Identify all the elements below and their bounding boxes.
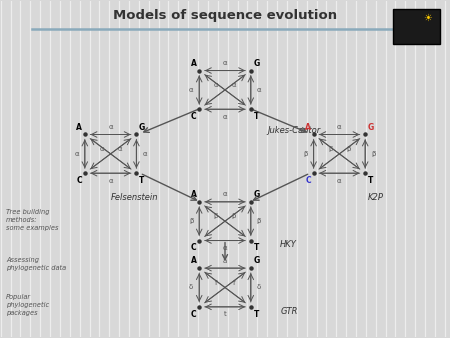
Text: α: α [232,82,236,88]
Text: β: β [346,146,351,152]
Text: A: A [191,59,197,68]
Text: f: f [215,280,217,286]
Text: α: α [142,151,147,157]
Text: T: T [253,310,259,318]
Text: T: T [139,176,144,185]
Text: β: β [189,218,194,224]
Text: α: α [214,82,218,88]
Text: C: C [191,112,197,121]
Text: T: T [253,243,259,252]
Text: Assessing
phylogenetic data: Assessing phylogenetic data [6,257,66,271]
Text: β: β [303,151,308,157]
Text: δ: δ [256,285,261,290]
Text: α: α [108,124,113,130]
Text: Felsenstein: Felsenstein [111,193,158,202]
Text: GTR: GTR [280,307,298,316]
Text: HKY: HKY [280,240,297,249]
FancyBboxPatch shape [393,9,441,45]
Text: C: C [191,243,197,252]
Text: A: A [191,257,197,265]
Text: G: G [253,257,260,265]
Text: β: β [256,218,261,224]
Text: α: α [256,87,261,93]
Text: α: α [223,60,227,66]
Text: Popular
phylogenetic
packages: Popular phylogenetic packages [6,293,49,316]
Text: α: α [117,146,122,152]
Text: Tree building
methods:
some examples: Tree building methods: some examples [6,210,58,232]
Text: C: C [76,176,82,185]
Text: α: α [108,177,113,184]
Text: α: α [337,124,342,130]
Text: α: α [74,151,79,157]
Text: Jukes-Cantor: Jukes-Cantor [268,126,321,135]
Text: A: A [76,123,82,132]
Text: G: G [253,59,260,68]
Text: β: β [371,151,375,157]
Text: t: t [224,311,226,317]
Text: A: A [191,190,197,199]
Text: β: β [232,214,236,219]
Text: G: G [368,123,374,132]
Text: β: β [328,146,333,152]
Text: A: A [305,123,311,132]
Text: α: α [223,191,227,197]
Text: α: α [99,146,104,152]
Text: C: C [305,176,311,185]
Text: α: α [223,245,227,251]
Text: G: G [139,123,145,132]
Text: a: a [223,258,227,264]
Text: ☀: ☀ [423,13,432,23]
Text: Models of sequence evolution: Models of sequence evolution [113,9,337,22]
Text: K2P: K2P [368,193,383,202]
Text: β: β [214,214,218,219]
Text: C: C [191,310,197,318]
Text: T: T [368,176,373,185]
Text: G: G [253,190,260,199]
Text: α: α [223,114,227,120]
Text: f: f [233,280,235,286]
Text: δ: δ [189,285,194,290]
Text: T: T [253,112,259,121]
Text: α: α [189,87,194,93]
Text: α: α [337,177,342,184]
